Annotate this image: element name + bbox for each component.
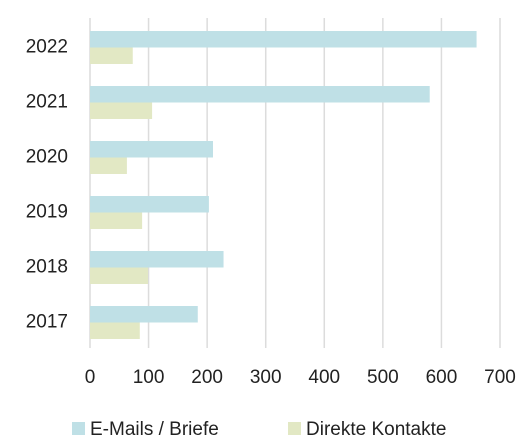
x-tick-label: 600 — [426, 367, 458, 388]
bar — [90, 196, 209, 213]
legend-swatch — [72, 422, 85, 435]
bar — [90, 141, 213, 158]
y-tick-label: 2022 — [26, 37, 68, 58]
bar — [90, 47, 133, 64]
x-tick-label: 100 — [133, 367, 165, 388]
bar — [90, 322, 140, 339]
bar — [90, 212, 143, 229]
bar — [90, 306, 198, 323]
bar — [90, 251, 224, 268]
y-tick-label: 2021 — [26, 92, 68, 113]
bar — [90, 267, 148, 284]
x-tick-label: 700 — [484, 367, 516, 388]
y-tick-label: 2020 — [26, 147, 68, 168]
bar — [90, 157, 127, 174]
bar — [90, 102, 153, 119]
y-tick-label: 2017 — [26, 312, 68, 333]
legend-label: E-Mails / Briefe — [90, 419, 219, 440]
bar — [90, 31, 477, 48]
bar — [90, 86, 430, 103]
x-tick-label: 500 — [367, 367, 399, 388]
legend-swatch — [288, 422, 301, 435]
x-tick-label: 300 — [250, 367, 282, 388]
x-tick-label: 200 — [191, 367, 223, 388]
x-tick-label: 400 — [308, 367, 340, 388]
x-tick-label: 0 — [85, 367, 96, 388]
y-tick-label: 2018 — [26, 257, 68, 278]
y-tick-label: 2019 — [26, 202, 68, 223]
legend-label: Direkte Kontakte — [306, 419, 446, 440]
